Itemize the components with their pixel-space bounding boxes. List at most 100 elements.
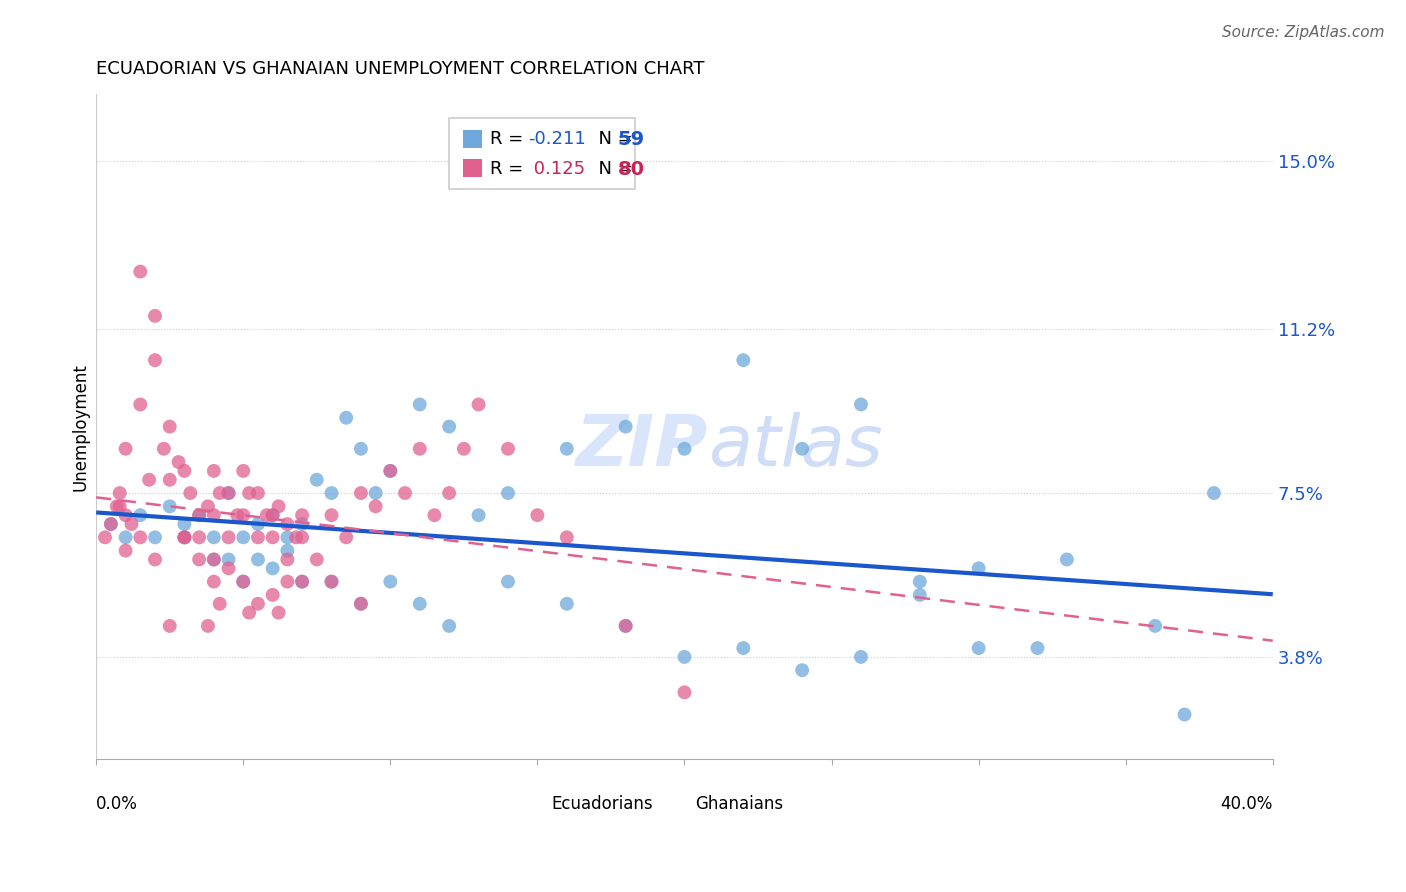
Point — [262, 561, 284, 575]
Point — [733, 641, 755, 656]
Point — [246, 486, 269, 500]
Point — [673, 649, 696, 664]
Point — [129, 397, 152, 411]
Point — [291, 574, 314, 589]
Point — [188, 530, 211, 544]
Point — [1026, 641, 1049, 656]
Point — [267, 606, 290, 620]
Point — [276, 574, 298, 589]
Point — [238, 606, 260, 620]
Point — [350, 486, 373, 500]
Text: 0.0%: 0.0% — [96, 796, 138, 814]
Point — [849, 649, 872, 664]
Y-axis label: Unemployment: Unemployment — [72, 363, 89, 491]
Text: 0.125: 0.125 — [529, 160, 585, 178]
Point — [792, 442, 814, 456]
Point — [437, 486, 460, 500]
Point — [291, 516, 314, 531]
Point — [437, 619, 460, 633]
Point — [232, 530, 254, 544]
Point — [246, 597, 269, 611]
Point — [232, 574, 254, 589]
Point — [202, 464, 225, 478]
Point — [467, 397, 489, 411]
Point — [202, 552, 225, 566]
Point — [380, 574, 402, 589]
Point — [108, 486, 131, 500]
Point — [100, 516, 122, 531]
Point — [673, 685, 696, 699]
Point — [908, 588, 931, 602]
Text: N =: N = — [586, 129, 638, 148]
Point — [321, 508, 343, 523]
Point — [108, 500, 131, 514]
Point — [291, 508, 314, 523]
Text: 40.0%: 40.0% — [1220, 796, 1272, 814]
Point — [218, 486, 240, 500]
Point — [232, 574, 254, 589]
Text: Source: ZipAtlas.com: Source: ZipAtlas.com — [1222, 25, 1385, 40]
Point — [179, 486, 201, 500]
Text: Ecuadorians: Ecuadorians — [551, 795, 654, 813]
Text: R =: R = — [491, 129, 529, 148]
Point — [173, 530, 195, 544]
Point — [218, 552, 240, 566]
Point — [394, 486, 416, 500]
Point — [967, 641, 990, 656]
Text: ZIP: ZIP — [576, 412, 709, 481]
FancyBboxPatch shape — [464, 159, 482, 178]
Point — [218, 561, 240, 575]
Point — [138, 473, 160, 487]
Point — [153, 442, 176, 456]
Point — [673, 442, 696, 456]
Point — [159, 419, 181, 434]
Point — [238, 486, 260, 500]
Point — [335, 410, 357, 425]
Point — [114, 508, 136, 523]
Point — [409, 597, 432, 611]
Text: ECUADORIAN VS GHANAIAN UNEMPLOYMENT CORRELATION CHART: ECUADORIAN VS GHANAIAN UNEMPLOYMENT CORR… — [96, 60, 704, 78]
Point — [321, 574, 343, 589]
Text: 59: 59 — [617, 129, 644, 149]
Point — [733, 353, 755, 368]
Point — [967, 561, 990, 575]
Point — [496, 442, 519, 456]
Point — [167, 455, 190, 469]
Point — [232, 464, 254, 478]
Point — [262, 508, 284, 523]
Point — [197, 500, 219, 514]
Point — [232, 508, 254, 523]
Point — [291, 574, 314, 589]
Point — [208, 597, 231, 611]
Point — [423, 508, 446, 523]
Point — [285, 530, 308, 544]
Point — [159, 619, 181, 633]
Point — [409, 397, 432, 411]
Point — [208, 486, 231, 500]
Point — [94, 530, 117, 544]
Point — [1056, 552, 1078, 566]
Point — [380, 464, 402, 478]
Point — [114, 543, 136, 558]
Point — [276, 516, 298, 531]
Point — [129, 264, 152, 278]
Text: R =: R = — [491, 160, 529, 178]
Point — [908, 574, 931, 589]
Point — [246, 552, 269, 566]
Point — [276, 530, 298, 544]
Point — [143, 552, 166, 566]
Point — [218, 486, 240, 500]
Point — [555, 442, 578, 456]
Point — [792, 663, 814, 677]
Point — [114, 530, 136, 544]
Point — [1202, 486, 1225, 500]
Point — [614, 619, 637, 633]
Point — [467, 508, 489, 523]
Point — [1144, 619, 1167, 633]
Point — [453, 442, 475, 456]
Point — [276, 543, 298, 558]
Point — [437, 419, 460, 434]
Point — [188, 508, 211, 523]
Point — [321, 574, 343, 589]
Point — [159, 500, 181, 514]
